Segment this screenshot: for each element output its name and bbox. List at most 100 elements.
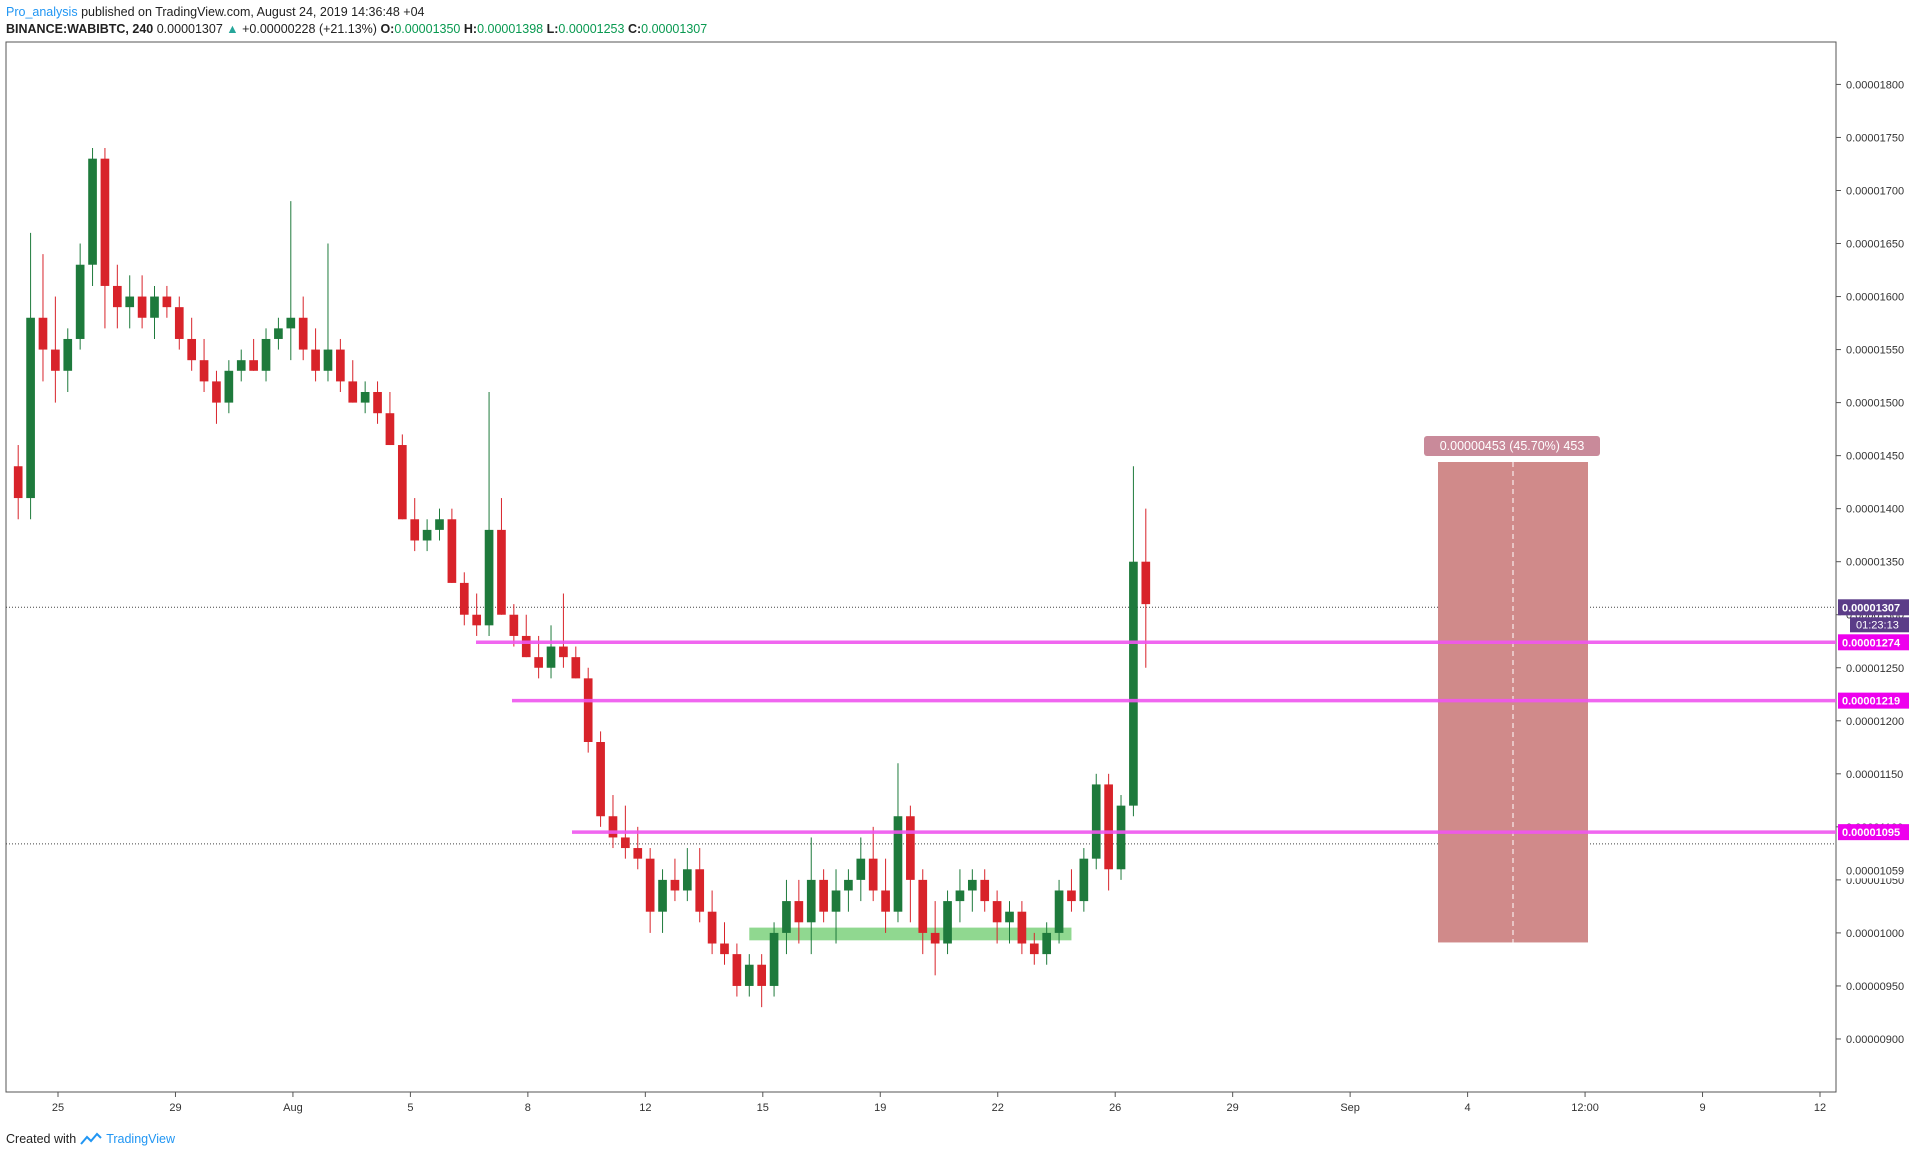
candle-body <box>1017 911 1027 944</box>
candle-body <box>187 338 197 361</box>
x-tick-label: 25 <box>52 1102 64 1114</box>
candle-body <box>1054 890 1064 933</box>
x-tick-label: 8 <box>525 1102 531 1114</box>
candle-body <box>88 158 97 265</box>
x-tick-label: 15 <box>757 1102 769 1114</box>
candle-body <box>906 816 915 880</box>
candle-body <box>26 317 35 499</box>
candle-body <box>695 869 705 912</box>
y-tick-label: 0.00001700 <box>1846 185 1904 197</box>
candle-body <box>893 816 903 912</box>
level-price-tag <box>1838 692 1909 709</box>
candle-body <box>174 307 184 339</box>
candle-body <box>844 879 853 891</box>
candle-body <box>274 328 283 339</box>
candle-body <box>583 678 593 742</box>
candle-body <box>881 890 890 912</box>
candle-body <box>608 816 618 838</box>
candle-body <box>75 264 85 339</box>
candle-body <box>51 349 60 371</box>
candle-body <box>100 158 110 286</box>
y-tick-label: 0.00001150 <box>1846 769 1903 781</box>
candle-body <box>720 943 729 955</box>
y-tick-label: 0.00001550 <box>1846 345 1904 357</box>
candle-body <box>38 317 48 350</box>
candle-body <box>856 858 866 880</box>
candle-body <box>1005 911 1014 923</box>
support-zone <box>749 927 1072 941</box>
candle-body <box>1129 561 1138 806</box>
candle-body <box>1116 805 1126 870</box>
candles-layer <box>13 148 1151 1008</box>
candle-body <box>249 360 258 371</box>
candle-body <box>397 445 407 520</box>
candle-body <box>794 901 804 923</box>
candle-body <box>1091 784 1101 859</box>
countdown-text: 01:23:13 <box>1856 619 1899 631</box>
price-axis: 0.00001800 0.00001750 0.00001700 0.00001650… <box>1836 79 1904 1046</box>
candle-body <box>621 837 630 849</box>
candle-body <box>137 296 147 318</box>
y-tick-label: 0.00001200 <box>1846 716 1904 728</box>
level-price-text: 0.00001219 <box>1842 696 1900 708</box>
candle-body <box>918 879 928 933</box>
candle-body <box>509 614 519 636</box>
candle-body <box>459 582 469 615</box>
change-value: +0.00000228 (+21.13%) <box>242 22 377 36</box>
candle-body <box>571 657 581 679</box>
candle-body <box>150 296 159 318</box>
candle-body <box>261 338 271 371</box>
candle-body <box>658 879 667 912</box>
candle-body <box>125 296 135 308</box>
footer: Created with TradingView <box>6 1132 175 1146</box>
candle-body <box>992 901 1002 923</box>
candle-body <box>744 964 754 986</box>
y-tick-label: 0.00001650 <box>1846 239 1904 251</box>
candle-body <box>336 349 345 382</box>
candle-body <box>868 858 878 891</box>
candle-body <box>199 360 209 382</box>
candle-body <box>732 954 742 986</box>
close-label: C: <box>627 22 642 36</box>
candle-body <box>670 879 680 891</box>
y-tick-label: 0.00000900 <box>1846 1034 1904 1046</box>
level-price-text: 0.00001274 <box>1842 637 1901 649</box>
candle-body <box>1104 784 1113 870</box>
candle-body <box>1067 890 1076 902</box>
low-value: 0.00001253 <box>558 22 625 36</box>
candle-body <box>645 858 655 912</box>
axis-extra-tag <box>1838 862 1909 879</box>
candle-body <box>373 392 382 414</box>
candle-body <box>534 657 543 668</box>
candle-body <box>112 285 122 308</box>
candle-body <box>596 742 605 817</box>
current-price-text: 0.00001307 <box>1842 602 1900 614</box>
x-tick-label: Sep <box>1340 1102 1360 1114</box>
candle-body <box>497 529 506 615</box>
tradingview-brand-link[interactable]: TradingView <box>106 1132 175 1146</box>
candle-body <box>13 466 23 499</box>
candle-body <box>930 932 940 944</box>
candle-body <box>769 932 779 986</box>
high-value: 0.00001398 <box>477 22 544 36</box>
candle-body <box>348 381 358 403</box>
author-link[interactable]: Pro_analysis <box>6 5 78 19</box>
open-label: O: <box>380 22 395 36</box>
range-measure-label: 0.00000453 (45.70%) 453 <box>1440 439 1585 453</box>
x-tick-label: 22 <box>992 1102 1004 1114</box>
y-tick-label: 0.00001500 <box>1846 398 1904 410</box>
candle-body <box>224 370 234 403</box>
candle-body <box>1029 943 1039 955</box>
countdown-tag <box>1850 617 1909 633</box>
low-label: L: <box>546 22 559 36</box>
candle-body <box>1079 858 1089 902</box>
range-measure-label-bg <box>1424 436 1600 456</box>
candle-body <box>63 338 73 371</box>
candle-body <box>484 529 494 626</box>
x-tick-label: 9 <box>1699 1102 1705 1114</box>
y-tick-label: 0.00001450 <box>1846 451 1904 463</box>
candle-body <box>980 879 990 902</box>
level-price-text: 0.00001095 <box>1842 827 1900 839</box>
candle-body <box>286 317 296 329</box>
